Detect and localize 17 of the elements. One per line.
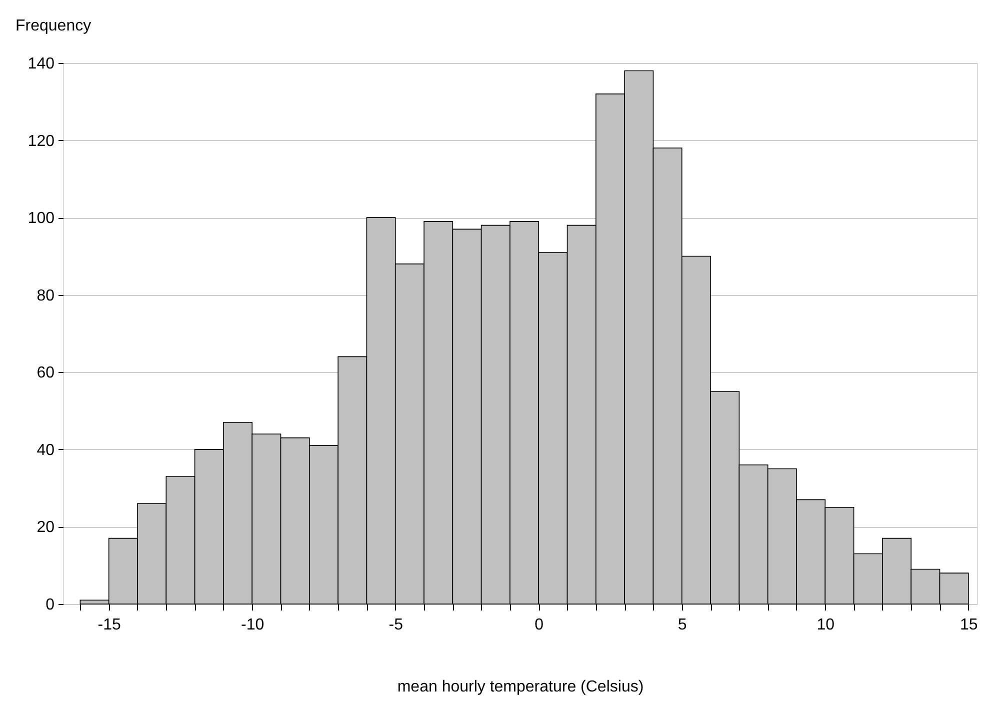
x-tick-label: -10 xyxy=(241,616,264,634)
x-tick-label: 5 xyxy=(678,616,687,634)
y-tick-label: 140 xyxy=(28,56,55,72)
x-tick-label: 15 xyxy=(960,616,978,634)
x-tick-label: -15 xyxy=(98,616,122,634)
y-tick-label: 60 xyxy=(36,364,55,382)
y-tick-label: 80 xyxy=(36,287,55,304)
y-tick-label: 120 xyxy=(28,132,55,150)
x-tick-label: 0 xyxy=(534,616,544,634)
x-axis-title: mean hourly temperature (Celsius) xyxy=(397,678,644,696)
x-tick-label: -5 xyxy=(388,616,404,634)
y-axis-title: Frequency xyxy=(16,18,92,34)
y-tick-label: 40 xyxy=(36,442,55,459)
y-tick-label: 20 xyxy=(36,519,55,536)
y-tick-label: 0 xyxy=(46,596,55,614)
y-tick-label: 100 xyxy=(28,210,55,228)
x-tick-label: 10 xyxy=(816,616,835,634)
